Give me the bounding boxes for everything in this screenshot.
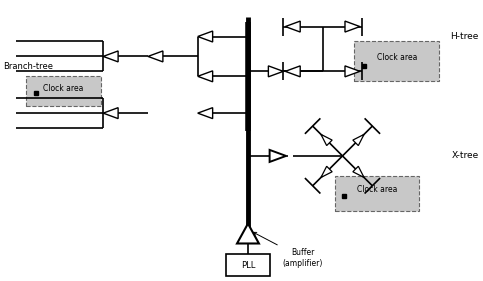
- Text: X-tree: X-tree: [452, 151, 479, 160]
- Polygon shape: [345, 21, 360, 32]
- Polygon shape: [103, 108, 118, 119]
- Polygon shape: [321, 166, 332, 178]
- Polygon shape: [269, 66, 284, 77]
- Polygon shape: [198, 31, 213, 42]
- Polygon shape: [237, 224, 259, 244]
- Text: Branch-tree: Branch-tree: [3, 62, 53, 71]
- Polygon shape: [345, 66, 360, 77]
- Text: Clock area: Clock area: [377, 53, 417, 62]
- Text: Clock area: Clock area: [43, 84, 84, 93]
- Bar: [355, 42, 439, 81]
- Polygon shape: [148, 51, 163, 62]
- Text: Clock area: Clock area: [356, 185, 397, 194]
- Polygon shape: [198, 71, 213, 82]
- Polygon shape: [353, 134, 364, 146]
- Polygon shape: [270, 150, 286, 162]
- Polygon shape: [285, 66, 300, 77]
- Polygon shape: [198, 108, 213, 119]
- Polygon shape: [321, 134, 332, 146]
- Polygon shape: [285, 21, 300, 32]
- Text: Buffer
(amplifier): Buffer (amplifier): [254, 232, 323, 268]
- Bar: [26, 76, 100, 106]
- Text: H-tree: H-tree: [451, 32, 479, 41]
- Bar: [335, 176, 419, 211]
- Polygon shape: [103, 51, 118, 62]
- Text: PLL: PLL: [241, 261, 255, 270]
- Polygon shape: [353, 166, 364, 178]
- Bar: [226, 254, 270, 276]
